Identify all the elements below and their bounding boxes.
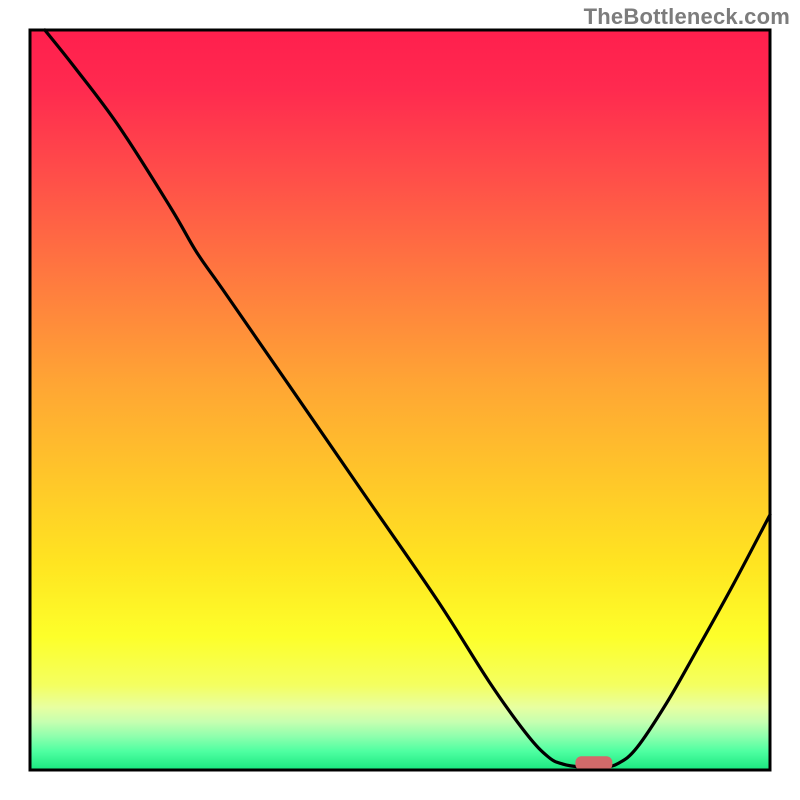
chart-stage: TheBottleneck.com	[0, 0, 800, 800]
bottleneck-chart	[0, 0, 800, 800]
gradient-background	[30, 30, 770, 770]
watermark-text: TheBottleneck.com	[584, 4, 790, 30]
optimal-marker	[575, 756, 612, 770]
